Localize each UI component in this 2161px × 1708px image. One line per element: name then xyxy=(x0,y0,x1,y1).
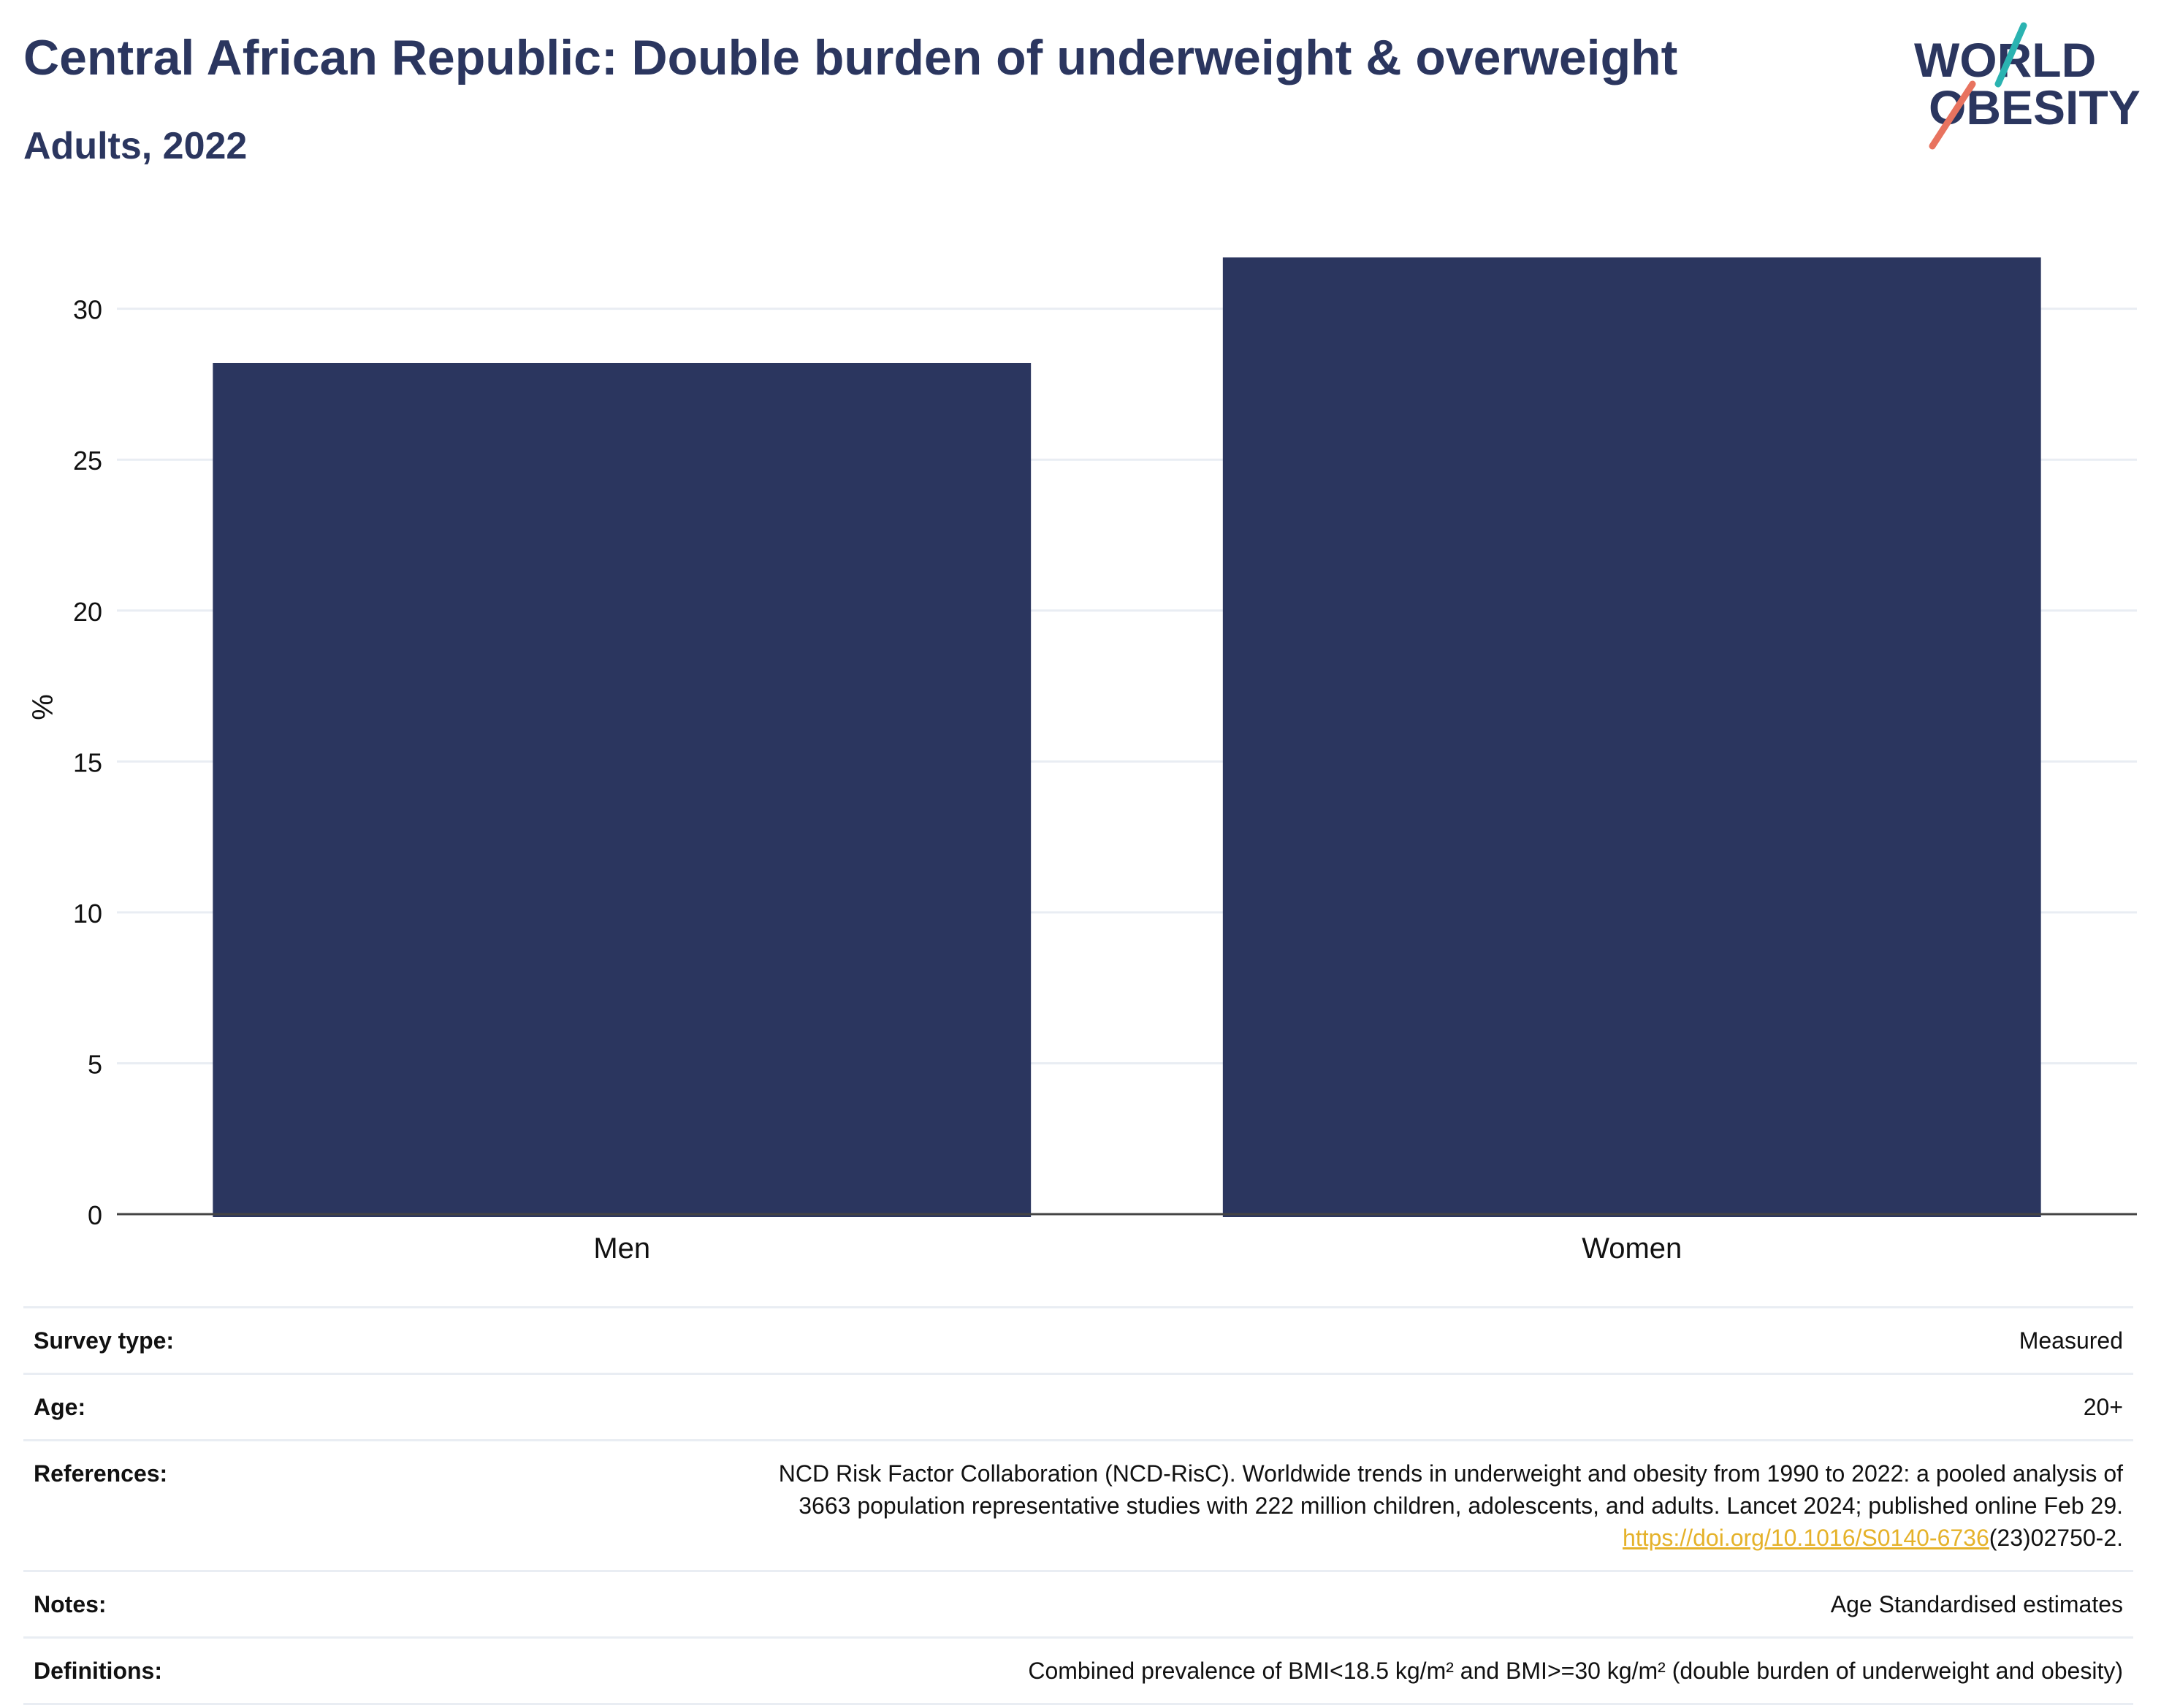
y-tick-label: 30 xyxy=(73,295,102,325)
meta-value: 20+ xyxy=(351,1373,2133,1441)
y-tick-label: 10 xyxy=(73,899,102,929)
bar-women xyxy=(1222,257,2041,1217)
meta-row-notes: Notes: Age Standardised estimates xyxy=(23,1570,2133,1638)
y-tick-labels: 0 5 10 15 20 25 30 xyxy=(73,295,102,1230)
bar-men xyxy=(213,362,1032,1217)
meta-label: Survey type: xyxy=(23,1306,351,1374)
meta-row-references: References: NCD Risk Factor Collaboratio… xyxy=(23,1439,2133,1571)
reference-tail: (23)02750-2. xyxy=(1989,1525,2123,1551)
reference-line-1: NCD Risk Factor Collaboration (NCD-RisC)… xyxy=(778,1460,2123,1487)
meta-label: Definitions: xyxy=(23,1636,351,1705)
meta-label: Notes: xyxy=(23,1570,351,1638)
reference-line-2: 3663 population representative studies w… xyxy=(799,1492,2123,1519)
y-tick-label: 15 xyxy=(73,747,102,777)
y-tick-label: 5 xyxy=(88,1049,102,1079)
bars xyxy=(213,257,2041,1217)
chart-title: Central African Republic: Double burden … xyxy=(23,30,1678,85)
meta-row-definitions: Definitions: Combined prevalence of BMI<… xyxy=(23,1636,2133,1705)
meta-label: References: xyxy=(23,1439,351,1571)
x-tick-label: Men xyxy=(593,1232,650,1265)
y-tick-label: 20 xyxy=(73,597,102,627)
chart-subtitle: Adults, 2022 xyxy=(23,125,248,167)
x-tick-label: Women xyxy=(1582,1232,1682,1265)
world-obesity-logo: WORLD OBESITY xyxy=(1914,22,2141,150)
metadata-table: Survey type: Measured Age: 20+ Reference… xyxy=(23,1306,2133,1705)
meta-label: Age: xyxy=(23,1373,351,1441)
logo-slash-coral xyxy=(1929,80,1976,150)
meta-value: NCD Risk Factor Collaboration (NCD-RisC)… xyxy=(351,1439,2133,1571)
doi-link[interactable]: https://doi.org/10.1016/S0140-6736 xyxy=(1623,1525,1989,1551)
y-tick-label: 25 xyxy=(73,446,102,476)
meta-value: Combined prevalence of BMI<18.5 kg/m² an… xyxy=(351,1636,2133,1705)
y-tick-label: 0 xyxy=(88,1200,102,1230)
y-axis-label: % xyxy=(27,694,59,720)
bar-chart: 0 5 10 15 20 25 30 Men Women % xyxy=(27,257,2137,1265)
meta-value: Age Standardised estimates xyxy=(351,1570,2133,1638)
meta-row-age: Age: 20+ xyxy=(23,1373,2133,1441)
meta-row-survey-type: Survey type: Measured xyxy=(23,1306,2133,1374)
logo-text-obesity: OBESITY xyxy=(1929,80,2141,134)
logo-slash-teal xyxy=(1994,22,2027,88)
x-tick-labels: Men Women xyxy=(593,1232,1682,1265)
meta-value: Measured xyxy=(351,1306,2133,1374)
